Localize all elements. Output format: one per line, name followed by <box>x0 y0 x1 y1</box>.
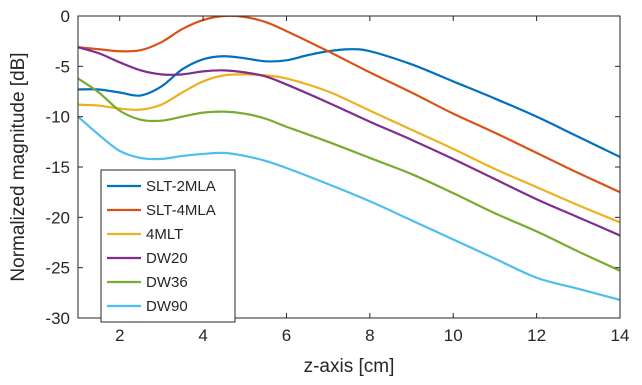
y-tick-label: -5 <box>55 57 70 76</box>
x-tick-label: 14 <box>611 326 630 345</box>
x-tick-label: 6 <box>282 326 291 345</box>
series-line-dw20 <box>78 46 620 237</box>
x-tick-label: 4 <box>198 326 207 345</box>
y-tick-label: -10 <box>45 108 70 127</box>
y-tick-label: -30 <box>45 309 70 328</box>
legend-entry: DW90 <box>146 298 188 315</box>
legend-entry: DW36 <box>146 274 188 291</box>
legend-entry: SLT-4MLA <box>146 202 216 219</box>
y-axis-label: Normalized magnitude [dB] <box>8 52 29 281</box>
x-tick-label: 10 <box>444 326 463 345</box>
legend-box <box>100 169 236 323</box>
series-line-dw36 <box>78 77 620 272</box>
series-line-slt-2mla <box>78 48 620 159</box>
legend-entry: DW20 <box>146 250 188 267</box>
y-tick-label: -25 <box>45 259 70 278</box>
x-tick-label: 2 <box>115 326 124 345</box>
x-tick-label: 12 <box>527 326 546 345</box>
y-tick-label: 0 <box>61 7 70 26</box>
x-tick-label: 8 <box>365 326 374 345</box>
legend-entry: SLT-2MLA <box>146 178 216 195</box>
x-axis-label: z-axis [cm] <box>304 356 395 377</box>
legend-entry: 4MLT <box>146 226 183 243</box>
series-line-dw90 <box>78 115 620 301</box>
y-tick-label: -20 <box>45 208 70 227</box>
series-line-slt-4mla <box>78 16 620 194</box>
legend: SLT-2MLA SLT-4MLA 4MLT DW20 DW36 DW90 <box>100 169 236 323</box>
y-tick-label: -15 <box>45 158 70 177</box>
